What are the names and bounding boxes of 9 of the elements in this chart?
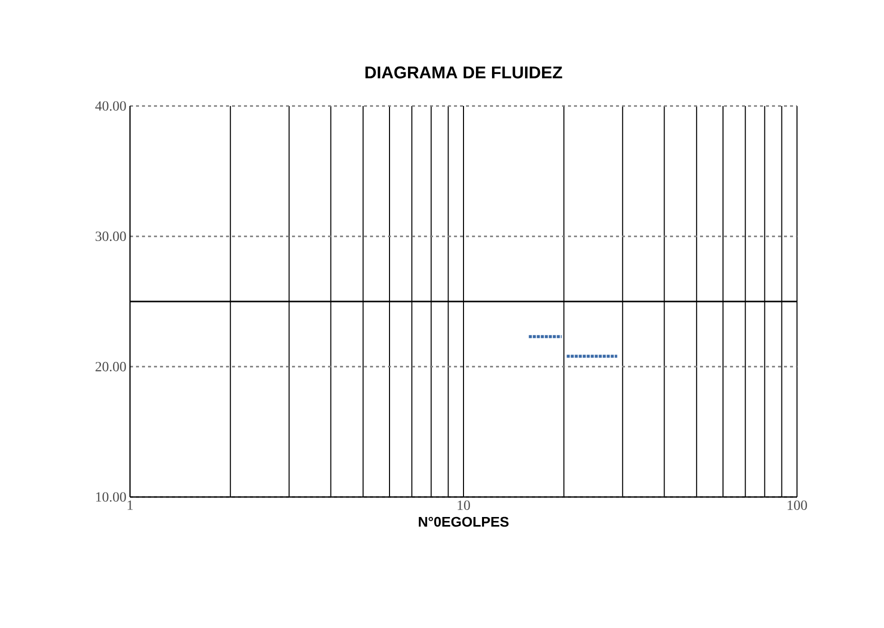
y-tick-label: 10.00 — [96, 492, 126, 502]
x-tick-label: 10 — [458, 500, 470, 510]
y-tick-label: 40.00 — [95, 101, 126, 111]
x-tick-label: 100 — [788, 500, 807, 510]
y-tick-label: 30.00 — [96, 232, 126, 242]
x-tick-label: 1 — [128, 500, 133, 510]
x-axis-title: N°0EGOLPES — [418, 516, 509, 527]
chart-title: DIAGRAMA DE FLUIDEZ — [365, 66, 562, 78]
y-tick-label: 20.00 — [96, 362, 126, 372]
